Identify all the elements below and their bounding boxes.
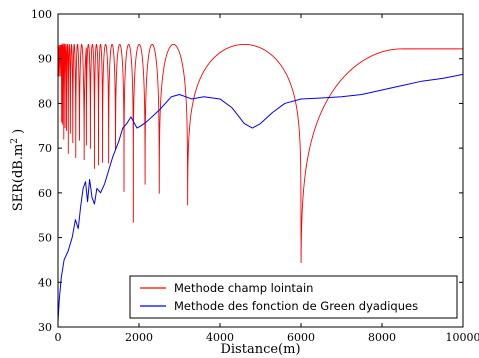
legend-entry-green-dyadiques: Methode des fonction de Green dyadiques [174, 299, 418, 313]
series-line-champ-lointain [58, 42, 463, 264]
y-tick-label: 80 [38, 97, 52, 110]
x-tick-label: 10000 [446, 331, 479, 344]
y-axis-label: SER(dB.m2 ) [10, 129, 26, 212]
legend-entry-champ-lointain: Methode champ lointain [174, 281, 313, 295]
ticks-layer: 0 2000 4000 6000 8000 10000 30 40 50 60 70 80 90 100 [31, 8, 479, 344]
y-tick-label: 30 [38, 321, 52, 334]
series-layer [58, 42, 463, 323]
y-axis-label-end: ) [11, 129, 26, 138]
plot-frame [57, 13, 464, 328]
x-axis-label: Distance(m) [220, 342, 300, 357]
x-tick-label: 6000 [287, 331, 315, 344]
y-axis-label-main: SER(dB.m [11, 144, 26, 212]
y-tick-label: 40 [38, 276, 52, 289]
series-line-green-dyadiques [58, 73, 463, 323]
y-tick-label: 70 [38, 142, 52, 155]
x-tick-label: 8000 [368, 331, 396, 344]
legend-box [129, 275, 458, 319]
y-tick-label: 60 [38, 187, 52, 200]
y-tick-label: 90 [38, 53, 52, 66]
x-tick-label: 2000 [125, 331, 153, 344]
y-tick-label: 50 [38, 232, 52, 245]
x-tick-label: 0 [55, 331, 62, 344]
y-axis-label-superscript: 2 [10, 138, 20, 144]
x-tick-label: 4000 [206, 331, 234, 344]
legend: Methode champ lointain Methode des fonct… [129, 275, 458, 319]
y-tick-label: 100 [31, 8, 52, 21]
